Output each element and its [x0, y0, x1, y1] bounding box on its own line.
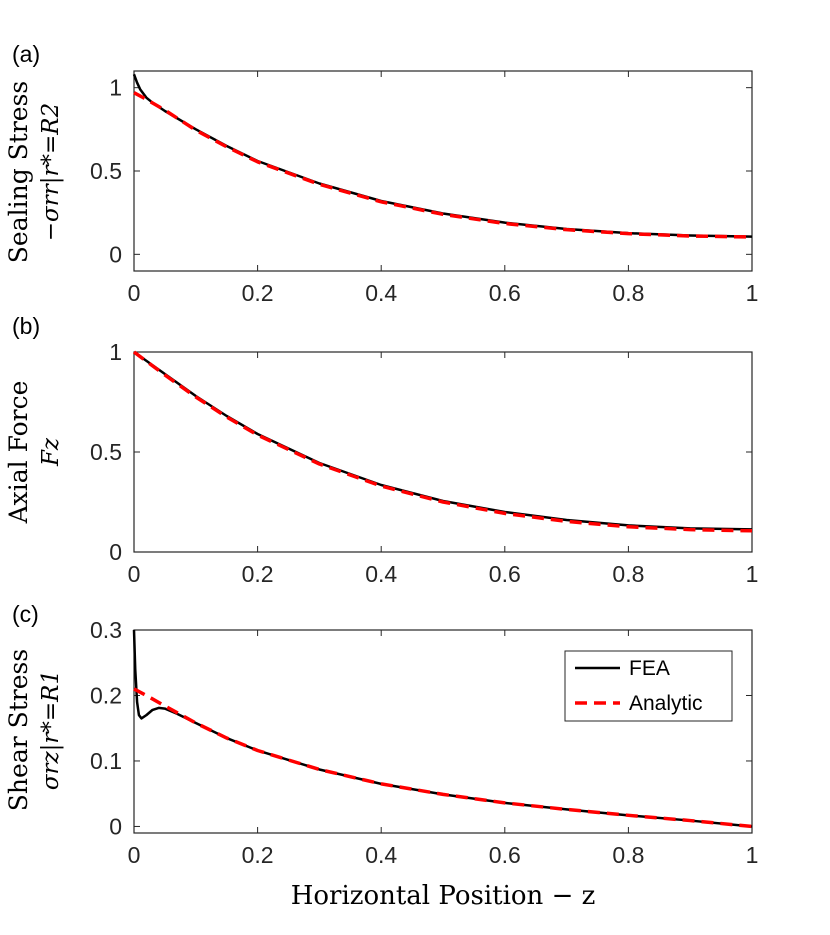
axes-box-b: [133, 351, 753, 553]
x-tick-label-a-5: 1: [746, 280, 759, 306]
panel-shear-stress: (c) Shear Stress σrz|r*=R1 0 0.2 0.4 0.6 0.8…: [4, 601, 758, 868]
x-tick-label-c-1: 0.2: [242, 842, 274, 868]
x-tick-label-a-1: 0.2: [242, 280, 274, 306]
axes-box-c: [133, 629, 753, 834]
y-tick-label-c-1: 0.1: [90, 748, 122, 774]
legend-box: [564, 650, 733, 722]
panel-label-a: (a): [12, 41, 40, 67]
x-tick-label-b-2: 0.4: [365, 561, 397, 587]
ylabel-title-b: Axial Force: [4, 381, 33, 525]
y-tick-label-a-2: 1: [109, 75, 122, 101]
legend-label-analytic: Analytic: [629, 692, 703, 715]
x-tick-label-c-2: 0.4: [365, 842, 397, 868]
series-fea-c: [132, 629, 753, 828]
x-tick-label-c-3: 0.6: [489, 842, 521, 868]
x-tick-label-a-3: 0.6: [489, 280, 521, 306]
x-tick-label-a-2: 0.4: [365, 280, 397, 306]
x-tick-label-a-0: 0: [128, 280, 141, 306]
series-fea-a: [132, 73, 753, 238]
y-tick-label-b-1: 0.5: [90, 439, 122, 465]
ylabel-title-c: Shear Stress: [4, 649, 33, 811]
x-tick-label-a-4: 0.8: [612, 280, 644, 306]
panel-label-c: (c): [12, 601, 39, 627]
legend: FEA Analytic: [564, 650, 733, 722]
series-analytic-a: [133, 91, 753, 239]
x-tick-label-c-5: 1: [746, 842, 759, 868]
plot-area-b: 0 0.2 0.4 0.6 0.8 1 0 0.5 1: [90, 339, 758, 587]
series-analytic-c: [133, 687, 753, 829]
ylabel-math-c: σrz|r*=R1: [38, 670, 64, 790]
ylabel-math-a: −σrr|r*=R2: [38, 103, 64, 241]
panel-label-b: (b): [12, 313, 40, 339]
y-tick-label-b-0: 0: [109, 539, 122, 565]
panel-axial-force: (b) Axial Force Fz 0 0.2 0.4 0.6 0.8 1 0 0.5 1: [4, 313, 758, 587]
ylabel-title-a: Sealing Stress: [4, 81, 33, 263]
plot-area-a: 0 0.2 0.4 0.6 0.8 1 0 0.5 1: [90, 70, 759, 306]
x-tick-label-b-4: 0.8: [612, 561, 644, 587]
axes-box-a: [133, 70, 753, 272]
x-tick-label-b-5: 1: [746, 561, 759, 587]
ylabel-math-b: Fz: [38, 437, 64, 467]
y-tick-label-a-1: 0.5: [90, 158, 122, 184]
y-tick-label-b-2: 1: [109, 339, 122, 365]
x-tick-label-b-3: 0.6: [489, 561, 521, 587]
x-tick-label-b-0: 0: [128, 561, 141, 587]
y-tick-label-c-0: 0: [109, 813, 122, 839]
series-analytic-b: [132, 350, 753, 533]
x-tick-label-c-4: 0.8: [612, 842, 644, 868]
y-tick-label-c-2: 0.2: [90, 682, 122, 708]
legend-label-fea: FEA: [629, 657, 670, 680]
plot-area-c: 0 0.2 0.4 0.6 0.8 1 0 0.1 0.2 0.3: [90, 617, 758, 868]
x-tick-label-c-0: 0: [128, 842, 141, 868]
panel-sealing-stress: (a) Sealing Stress −σrr|r*=R2 0 0.2 0.4 0.6…: [4, 41, 758, 306]
y-tick-label-a-0: 0: [109, 241, 122, 267]
y-tick-label-c-3: 0.3: [90, 617, 122, 643]
x-axis-label: Horizontal Position − z: [291, 881, 596, 911]
x-tick-label-b-1: 0.2: [242, 561, 274, 587]
